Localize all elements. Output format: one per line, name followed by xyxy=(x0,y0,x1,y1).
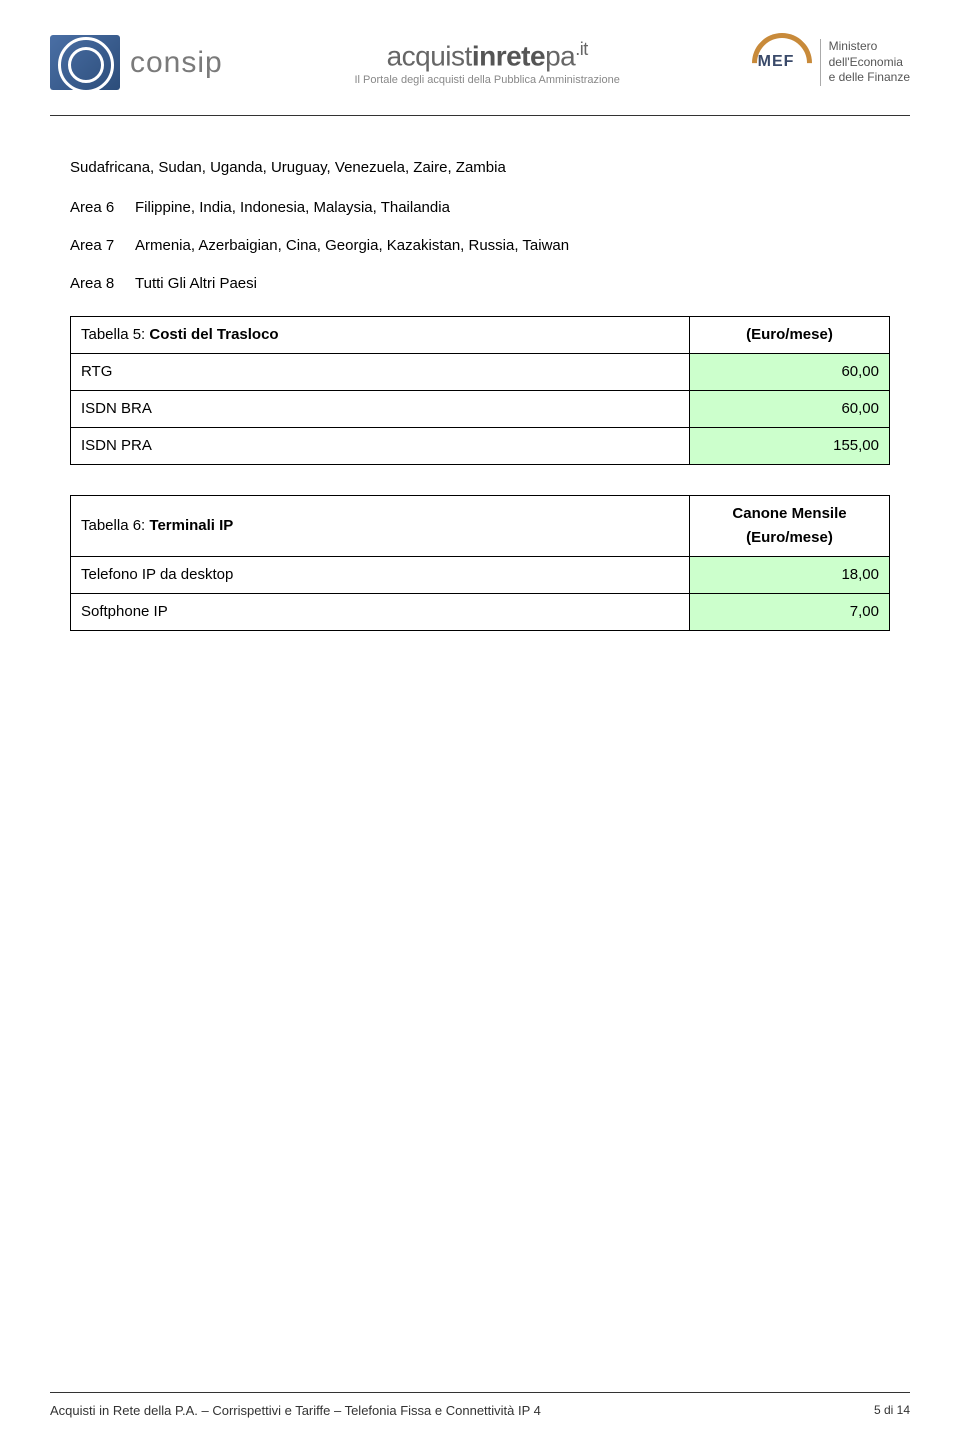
table-title-cell: Tabella 6: Terminali IP xyxy=(71,496,690,557)
mef-logo: MEF Ministero dell'Economia e delle Fina… xyxy=(752,33,910,93)
area-text: Filippine, India, Indonesia, Malaysia, T… xyxy=(135,196,890,220)
row-label: Softphone IP xyxy=(71,594,690,631)
area-label: Area 6 xyxy=(70,196,135,220)
area-line: Area 8 Tutti Gli Altri Paesi xyxy=(70,272,890,296)
footer-text: Acquisti in Rete della P.A. – Corrispett… xyxy=(50,1403,541,1418)
table-row: ISDN PRA 155,00 xyxy=(71,428,890,465)
acquistinretepa-logo: acquistinretepa.it Il Portale degli acqu… xyxy=(354,39,619,86)
table-header-row: Tabella 5: Costi del Trasloco (Euro/mese… xyxy=(71,317,890,354)
area-text: Armenia, Azerbaigian, Cina, Georgia, Kaz… xyxy=(135,234,890,258)
area-line: Area 6 Filippine, India, Indonesia, Mala… xyxy=(70,196,890,220)
row-value: 7,00 xyxy=(690,594,890,631)
row-label: ISDN BRA xyxy=(71,391,690,428)
row-value: 18,00 xyxy=(690,557,890,594)
area-label: Area 7 xyxy=(70,234,135,258)
consip-text: consip xyxy=(130,46,223,80)
table-row: ISDN BRA 60,00 xyxy=(71,391,890,428)
mef-icon: MEF xyxy=(752,33,812,93)
table-title-cell: Tabella 5: Costi del Trasloco xyxy=(71,317,690,354)
acq-logo-main: acquistinretepa.it xyxy=(354,39,619,72)
table-6-terminali: Tabella 6: Terminali IP Canone Mensile (… xyxy=(70,495,890,631)
consip-icon xyxy=(50,35,120,90)
table-row: RTG 60,00 xyxy=(71,354,890,391)
page-footer: Acquisti in Rete della P.A. – Corrispett… xyxy=(50,1392,910,1418)
row-value: 60,00 xyxy=(690,354,890,391)
table-unit-header: Canone Mensile (Euro/mese) xyxy=(690,496,890,557)
table-row: Softphone IP 7,00 xyxy=(71,594,890,631)
row-label: RTG xyxy=(71,354,690,391)
consip-logo: consip xyxy=(50,35,223,90)
table-header-row: Tabella 6: Terminali IP Canone Mensile (… xyxy=(71,496,890,557)
table-unit-header: (Euro/mese) xyxy=(690,317,890,354)
table-row: Telefono IP da desktop 18,00 xyxy=(71,557,890,594)
acq-logo-subtitle: Il Portale degli acquisti della Pubblica… xyxy=(354,74,619,86)
page-content: Sudafricana, Sudan, Uganda, Uruguay, Ven… xyxy=(0,116,960,631)
row-value: 60,00 xyxy=(690,391,890,428)
table-5-trasloco: Tabella 5: Costi del Trasloco (Euro/mese… xyxy=(70,316,890,465)
area-text: Tutti Gli Altri Paesi xyxy=(135,272,890,296)
footer-divider xyxy=(50,1392,910,1393)
row-value: 155,00 xyxy=(690,428,890,465)
row-label: Telefono IP da desktop xyxy=(71,557,690,594)
footer-page-number: 5 di 14 xyxy=(874,1403,910,1418)
footer-line: Acquisti in Rete della P.A. – Corrispett… xyxy=(50,1403,910,1418)
mef-label: Ministero dell'Economia e delle Finanze xyxy=(820,39,910,86)
page-header: consip acquistinretepa.it Il Portale deg… xyxy=(0,0,960,115)
area-line: Area 7 Armenia, Azerbaigian, Cina, Georg… xyxy=(70,234,890,258)
row-label: ISDN PRA xyxy=(71,428,690,465)
prev-paragraph: Sudafricana, Sudan, Uganda, Uruguay, Ven… xyxy=(70,156,890,180)
area-label: Area 8 xyxy=(70,272,135,296)
